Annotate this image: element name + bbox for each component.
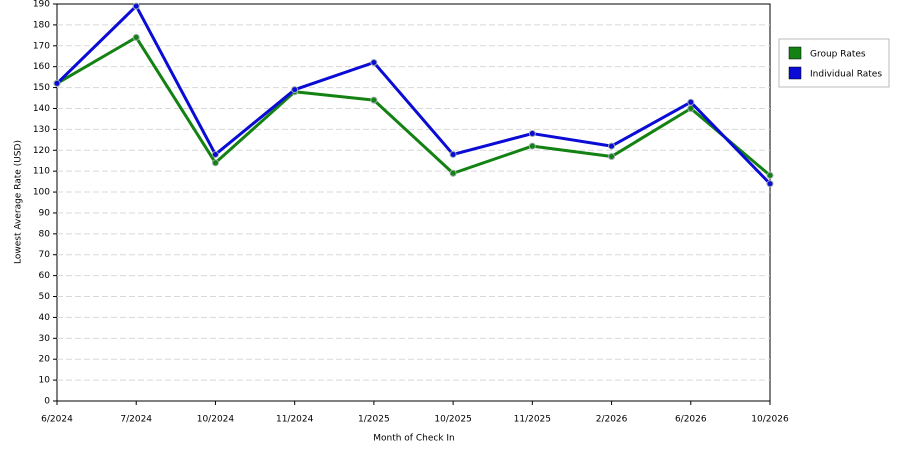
y-axis-label: Lowest Average Rate (USD) [14, 140, 24, 264]
plot-area [56, 3, 771, 402]
legend-swatch [788, 46, 802, 60]
x-tick-label: 10/2024 [197, 415, 235, 425]
data-point [766, 180, 774, 188]
data-point [608, 153, 616, 161]
y-tick-label: 60 [39, 271, 51, 281]
legend-box [778, 38, 890, 88]
y-tick-label: 170 [33, 41, 50, 51]
y-tick-label: 90 [39, 208, 51, 218]
x-tick-label: 11/2024 [276, 415, 314, 425]
y-tick-label: 100 [33, 188, 50, 198]
x-tick-label: 6/2026 [675, 415, 707, 425]
data-point [370, 96, 378, 104]
y-tick-label: 120 [33, 146, 50, 156]
x-tick-label: 1/2025 [358, 415, 390, 425]
y-tick-label: 190 [33, 0, 50, 10]
y-tick-label: 30 [39, 334, 51, 344]
legend-label: Individual Rates [810, 70, 882, 80]
x-tick-label: 10/2026 [751, 415, 789, 425]
y-tick-label: 160 [33, 62, 50, 72]
data-point [370, 59, 378, 67]
data-point [449, 150, 457, 158]
data-point [291, 86, 299, 94]
y-tick-label: 140 [33, 104, 50, 114]
y-tick-label: 20 [39, 355, 51, 365]
y-tick-label: 70 [39, 250, 51, 260]
y-tick-label: 180 [33, 20, 50, 30]
data-point [211, 150, 219, 158]
y-tick-label: 10 [39, 376, 51, 386]
x-tick-label: 6/2024 [41, 415, 73, 425]
legend-label: Group Rates [810, 50, 866, 60]
x-tick-label: 10/2025 [434, 415, 471, 425]
y-tick-label: 0 [44, 397, 50, 407]
legend-swatch [788, 66, 802, 80]
y-tick-label: 130 [33, 125, 50, 135]
data-point [608, 142, 616, 150]
x-tick-label: 7/2024 [120, 415, 152, 425]
x-axis-label: Month of Check In [373, 434, 455, 444]
y-tick-label: 40 [39, 313, 51, 323]
data-point [132, 33, 140, 41]
x-tick-label: 2/2026 [596, 415, 628, 425]
data-point [687, 98, 695, 106]
data-point [766, 171, 774, 179]
y-tick-label: 110 [33, 167, 50, 177]
x-tick-label: 11/2025 [514, 415, 551, 425]
data-point [528, 130, 536, 138]
data-point [132, 2, 140, 10]
data-point [211, 159, 219, 167]
series-line [55, 4, 772, 185]
y-tick-label: 80 [39, 229, 51, 239]
y-tick-label: 150 [33, 83, 50, 93]
data-point [53, 79, 61, 87]
y-tick-label: 50 [39, 292, 51, 302]
series-line [56, 35, 771, 177]
data-point [449, 169, 457, 177]
data-point [528, 142, 536, 150]
